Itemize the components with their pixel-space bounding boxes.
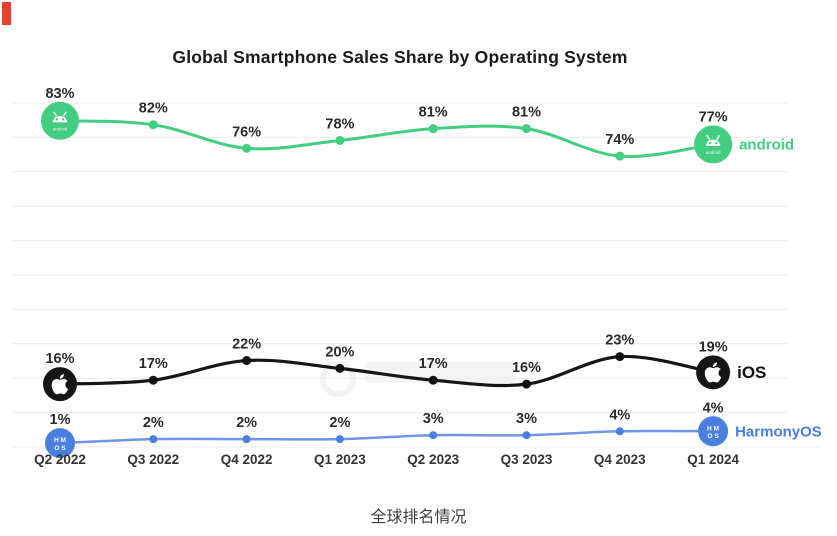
svg-text:android: android [706,150,721,155]
data-point-dot [335,363,345,373]
data-point-dot [615,427,624,436]
caption: 全球排名情况 [370,509,467,526]
value-label: 16% [512,360,541,376]
value-label: 83% [45,86,74,102]
value-label: 78% [325,116,354,132]
android-icon: android [41,101,79,140]
x-axis-label: Q4 2022 [221,452,273,467]
apple-icon [43,367,77,402]
value-label: 17% [139,356,168,372]
svg-text:H M: H M [707,425,720,432]
value-label: 2% [143,415,164,431]
data-point-dot [615,151,625,161]
value-label: 4% [703,400,724,416]
series-label-HarmonyOS: HarmonyOS [735,423,822,440]
harmonyos-icon: H MO S [45,428,75,459]
data-point-dot [149,435,158,444]
apple-icon [696,355,731,390]
value-label: 81% [512,105,541,121]
android-icon: android [694,125,733,164]
data-point-dot [522,379,531,389]
value-label: 74% [605,132,634,148]
data-point-dot [429,431,438,440]
x-axis-label: Q3 2023 [501,452,553,467]
value-label: 17% [419,356,448,372]
series-line-android [58,119,715,159]
chart-title: Global Smartphone Sales Share by Operati… [172,47,628,67]
data-point-dot [148,375,158,385]
value-label: 4% [609,407,630,423]
x-axis-label: Q1 2023 [314,452,366,467]
value-label: 2% [329,415,350,431]
corner-red-mark [2,2,11,25]
value-label: 23% [605,333,634,349]
data-point-dot [148,120,158,130]
data-point-dot [522,124,531,134]
data-point-dot [335,435,344,444]
data-point-dot [242,356,252,366]
data-point-dot [428,124,438,134]
x-axis-label: Q1 2024 [687,452,739,467]
svg-text:O S: O S [707,433,719,440]
value-label: 3% [423,411,444,427]
series-label-android: android [739,136,794,153]
value-label: 3% [516,411,537,427]
data-point-dot [242,435,251,444]
x-axis-label: Q2 2023 [407,452,459,467]
svg-text:O S: O S [54,445,66,452]
value-label: 82% [139,101,168,117]
value-label: 76% [232,124,261,140]
data-point-dot [522,431,531,440]
series-line-iOS [58,354,715,388]
series-line-HarmonyOS [58,429,715,445]
harmonyos-icon: H MO S [698,416,729,447]
value-label: 77% [699,109,728,125]
x-axis-label: Q2 2022 [34,452,86,467]
value-label: 2% [236,415,257,431]
data-point-dot [428,375,438,385]
x-axis-label: Q3 2022 [127,452,179,467]
x-axis-label: Q4 2023 [594,452,646,467]
value-label: 19% [699,339,728,355]
value-label: 81% [419,105,448,121]
svg-text:H M: H M [54,437,67,444]
value-label: 16% [45,351,74,367]
svg-text:android: android [53,126,68,131]
value-label: 20% [325,344,354,360]
data-point-dot [335,135,345,145]
value-label: 1% [50,412,71,428]
data-point-dot [242,143,252,153]
series-label-iOS: iOS [737,363,766,382]
data-point-dot [615,352,625,362]
value-label: 22% [232,337,261,353]
